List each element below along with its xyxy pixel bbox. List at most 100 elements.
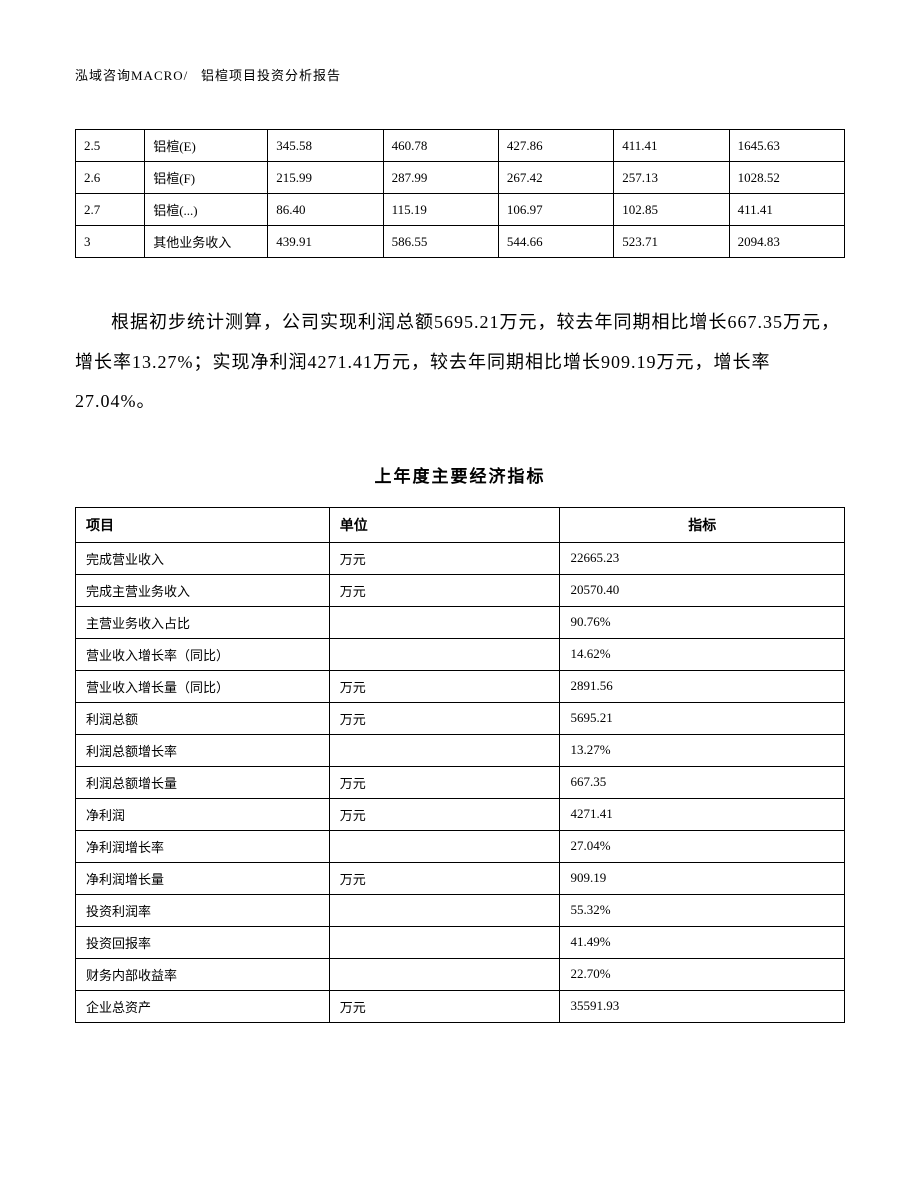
table-row: 投资利润率 55.32%	[76, 894, 845, 926]
table-cell: 利润总额增长量	[76, 766, 330, 798]
table-cell: 1028.52	[729, 162, 844, 194]
table-header-cell: 单位	[329, 507, 560, 542]
table-cell: 万元	[329, 862, 560, 894]
table-row: 2.7 铝楦(...) 86.40 115.19 106.97 102.85 4…	[76, 194, 845, 226]
table-cell: 14.62%	[560, 638, 845, 670]
table-row: 利润总额 万元 5695.21	[76, 702, 845, 734]
table-cell: 345.58	[268, 130, 383, 162]
table-cell	[329, 958, 560, 990]
table-cell: 287.99	[383, 162, 498, 194]
table-cell: 667.35	[560, 766, 845, 798]
table-cell	[329, 830, 560, 862]
table-cell: 215.99	[268, 162, 383, 194]
table-cell: 13.27%	[560, 734, 845, 766]
table-cell: 427.86	[498, 130, 613, 162]
summary-paragraph: 根据初步统计测算，公司实现利润总额5695.21万元，较去年同期相比增长667.…	[75, 303, 845, 422]
table-row: 财务内部收益率 22.70%	[76, 958, 845, 990]
table-header-row: 项目 单位 指标	[76, 507, 845, 542]
table-cell: 万元	[329, 670, 560, 702]
table-row: 利润总额增长量 万元 667.35	[76, 766, 845, 798]
table-cell: 铝楦(F)	[145, 162, 268, 194]
table-row: 利润总额增长率 13.27%	[76, 734, 845, 766]
table-cell: 41.49%	[560, 926, 845, 958]
header-title: 铝楦项目投资分析报告	[201, 68, 341, 83]
table-cell: 523.71	[614, 226, 729, 258]
table-cell: 财务内部收益率	[76, 958, 330, 990]
table-cell: 万元	[329, 990, 560, 1022]
table-row: 营业收入增长量（同比） 万元 2891.56	[76, 670, 845, 702]
table-row: 投资回报率 41.49%	[76, 926, 845, 958]
table-cell: 20570.40	[560, 574, 845, 606]
table-row: 净利润 万元 4271.41	[76, 798, 845, 830]
table-cell: 586.55	[383, 226, 498, 258]
table-cell: 企业总资产	[76, 990, 330, 1022]
table-cell: 投资回报率	[76, 926, 330, 958]
table-cell	[329, 894, 560, 926]
table-cell: 909.19	[560, 862, 845, 894]
table-row: 2.5 铝楦(E) 345.58 460.78 427.86 411.41 16…	[76, 130, 845, 162]
table-cell: 其他业务收入	[145, 226, 268, 258]
table-row: 完成营业收入 万元 22665.23	[76, 542, 845, 574]
table-row: 营业收入增长率（同比） 14.62%	[76, 638, 845, 670]
table-cell: 铝楦(...)	[145, 194, 268, 226]
table-cell: 万元	[329, 542, 560, 574]
table2-title: 上年度主要经济指标	[75, 462, 845, 487]
page-header: 泓域咨询MACRO/ 铝楦项目投资分析报告	[75, 65, 845, 84]
table-cell: 3	[76, 226, 145, 258]
table-cell	[329, 606, 560, 638]
table-cell: 267.42	[498, 162, 613, 194]
table-cell: 2.6	[76, 162, 145, 194]
table-cell: 55.32%	[560, 894, 845, 926]
table-cell: 利润总额增长率	[76, 734, 330, 766]
table-cell: 411.41	[614, 130, 729, 162]
table-cell: 万元	[329, 702, 560, 734]
table-cell: 营业收入增长率（同比）	[76, 638, 330, 670]
table-cell: 460.78	[383, 130, 498, 162]
table-row: 净利润增长量 万元 909.19	[76, 862, 845, 894]
table-cell: 完成主营业务收入	[76, 574, 330, 606]
table-cell	[329, 734, 560, 766]
table-cell: 铝楦(E)	[145, 130, 268, 162]
table1-body: 2.5 铝楦(E) 345.58 460.78 427.86 411.41 16…	[76, 130, 845, 258]
table-cell: 22665.23	[560, 542, 845, 574]
table-cell: 411.41	[729, 194, 844, 226]
table-cell: 利润总额	[76, 702, 330, 734]
table-cell	[329, 926, 560, 958]
table-cell: 2.5	[76, 130, 145, 162]
table-cell: 102.85	[614, 194, 729, 226]
table-row: 完成主营业务收入 万元 20570.40	[76, 574, 845, 606]
header-company: 泓域咨询MACRO/	[75, 68, 188, 83]
table-cell: 106.97	[498, 194, 613, 226]
table-header-cell: 项目	[76, 507, 330, 542]
table-row: 3 其他业务收入 439.91 586.55 544.66 523.71 209…	[76, 226, 845, 258]
table-cell: 净利润增长率	[76, 830, 330, 862]
table-cell: 万元	[329, 766, 560, 798]
table-cell: 257.13	[614, 162, 729, 194]
table-cell: 544.66	[498, 226, 613, 258]
table-cell: 4271.41	[560, 798, 845, 830]
table-cell	[329, 638, 560, 670]
table-row: 主营业务收入占比 90.76%	[76, 606, 845, 638]
table-cell: 万元	[329, 798, 560, 830]
table-cell: 营业收入增长量（同比）	[76, 670, 330, 702]
table-cell: 万元	[329, 574, 560, 606]
table-cell: 115.19	[383, 194, 498, 226]
table-cell: 86.40	[268, 194, 383, 226]
table-cell: 5695.21	[560, 702, 845, 734]
table-cell: 投资利润率	[76, 894, 330, 926]
table-cell: 2891.56	[560, 670, 845, 702]
table-cell: 22.70%	[560, 958, 845, 990]
table-header-cell: 指标	[560, 507, 845, 542]
table-cell: 35591.93	[560, 990, 845, 1022]
table2-body: 完成营业收入 万元 22665.23 完成主营业务收入 万元 20570.40 …	[76, 542, 845, 1022]
table-cell: 完成营业收入	[76, 542, 330, 574]
table-cell: 主营业务收入占比	[76, 606, 330, 638]
economic-indicators-table: 项目 单位 指标 完成营业收入 万元 22665.23 完成主营业务收入 万元 …	[75, 507, 845, 1023]
table-cell: 439.91	[268, 226, 383, 258]
table-row: 2.6 铝楦(F) 215.99 287.99 267.42 257.13 10…	[76, 162, 845, 194]
table2-header: 项目 单位 指标	[76, 507, 845, 542]
table-row: 企业总资产 万元 35591.93	[76, 990, 845, 1022]
table-cell: 2.7	[76, 194, 145, 226]
table-cell: 2094.83	[729, 226, 844, 258]
table-row: 净利润增长率 27.04%	[76, 830, 845, 862]
